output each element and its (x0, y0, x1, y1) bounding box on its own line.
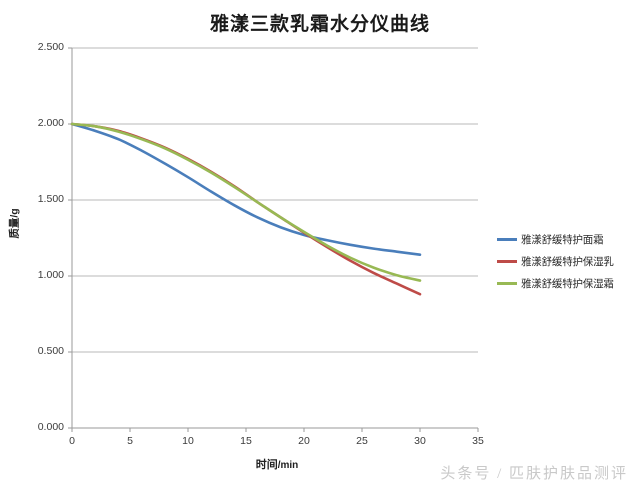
x-tick-label: 15 (240, 435, 252, 447)
x-axis-title-unit: /min (277, 460, 299, 471)
y-tick-label: 2.000 (37, 117, 64, 129)
x-axis-title: 时间/min (72, 456, 482, 472)
y-tick-label: 2.500 (37, 41, 64, 53)
x-tick-label: 35 (472, 435, 484, 447)
x-tick-label: 25 (356, 435, 368, 447)
y-tick-label: 1.500 (37, 193, 64, 205)
legend-color-swatch (497, 281, 517, 285)
legend-item-2[interactable]: 雅漾舒缓特护保湿乳 (497, 250, 640, 272)
chart-title: 雅漾三款乳霜水分仪曲线 (209, 14, 430, 35)
legend-color-swatch (497, 259, 517, 263)
series-line-2 (70, 122, 422, 296)
legend-label: 雅漾舒缓特护保湿霜 (521, 277, 614, 290)
y-tick-label: 0.000 (37, 421, 64, 433)
x-tick-label: 20 (298, 435, 310, 447)
x-axis-title-name: 时间 (255, 459, 278, 471)
chart-legend: 雅漾舒缓特护面霜 雅漾舒缓特护保湿乳 雅漾舒缓特护保湿霜 (497, 228, 640, 294)
y-tick-label: 1.000 (37, 269, 64, 281)
legend-label: 雅漾舒缓特护面霜 (521, 233, 604, 246)
x-tick-label: 30 (414, 435, 426, 447)
x-tick-label: 10 (182, 435, 194, 447)
x-tick-label: 5 (127, 435, 133, 447)
series-lines-group (70, 122, 422, 296)
legend-color-swatch (497, 237, 517, 241)
axes-group (68, 47, 479, 432)
watermark-text: 头条号 / 匹肤护肤品测评 (440, 466, 628, 482)
x-tick-label: 0 (69, 435, 75, 447)
series-line-1 (70, 122, 422, 257)
legend-label: 雅漾舒缓特护保湿乳 (521, 255, 614, 268)
gridlines-group (72, 47, 478, 429)
legend-item-1[interactable]: 雅漾舒缓特护面霜 (497, 228, 640, 250)
y-tick-label: 0.500 (37, 345, 64, 357)
series-line-3 (70, 122, 422, 282)
y-axis-title: 质量/g (8, 208, 21, 239)
legend-item-3[interactable]: 雅漾舒缓特护保湿霜 (497, 272, 640, 294)
